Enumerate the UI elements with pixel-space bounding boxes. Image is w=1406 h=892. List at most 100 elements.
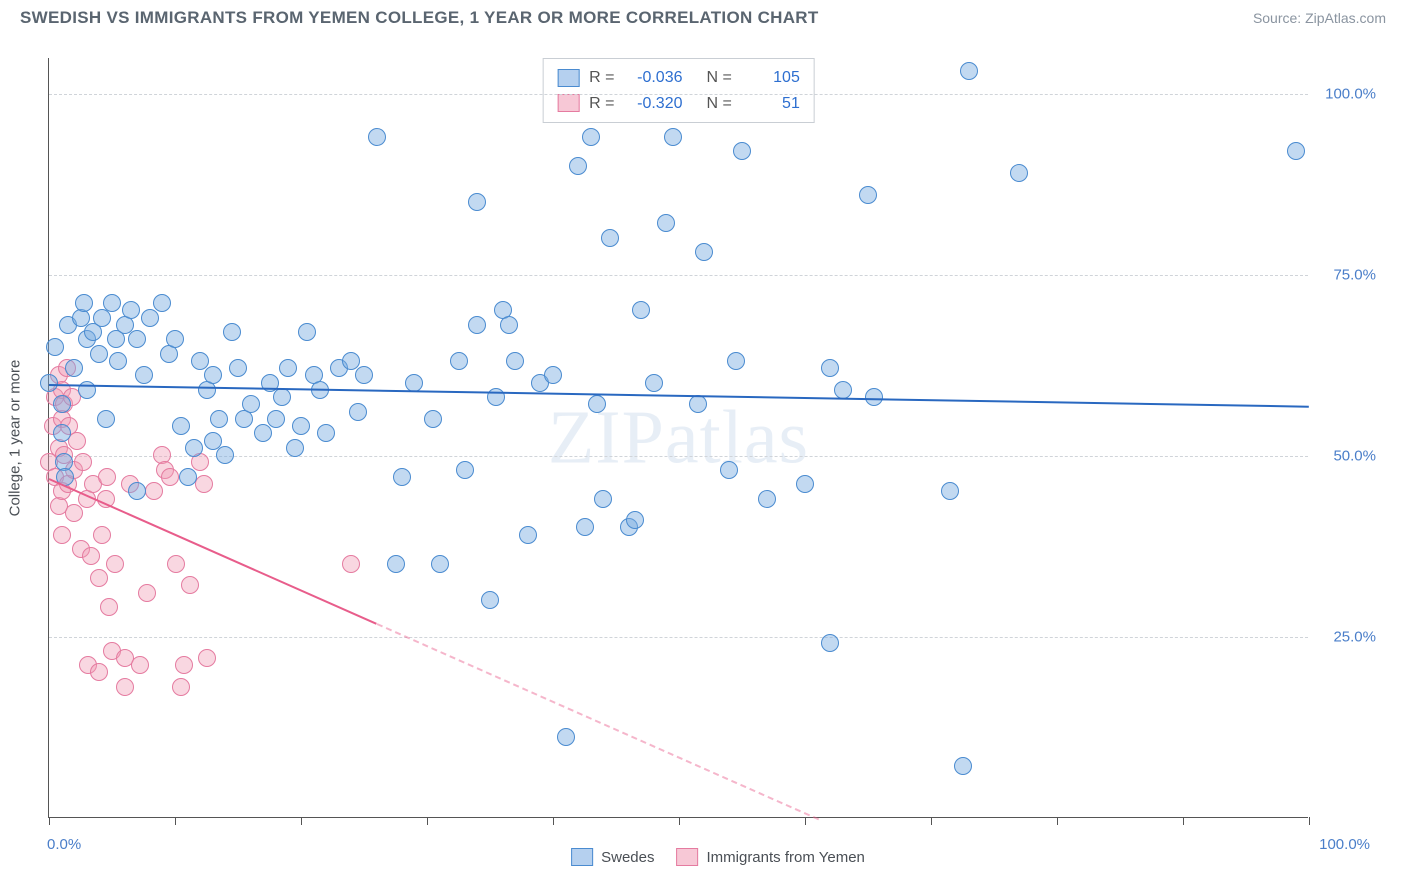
data-point-pink (98, 468, 116, 486)
chart-area: ZIPatlas College, 1 year or more R = -0.… (48, 58, 1388, 828)
swatch-pink-icon (557, 94, 579, 112)
trend-line (49, 384, 1309, 408)
data-point-pink (74, 453, 92, 471)
data-point-blue (172, 417, 190, 435)
data-point-blue (122, 301, 140, 319)
data-point-blue (601, 229, 619, 247)
data-point-pink (116, 678, 134, 696)
data-point-blue (424, 410, 442, 428)
data-point-pink (90, 569, 108, 587)
data-point-blue (185, 439, 203, 457)
data-point-blue (368, 128, 386, 146)
y-tick-label: 25.0% (1333, 629, 1376, 646)
data-point-blue (960, 62, 978, 80)
x-axis-label-right: 100.0% (1319, 836, 1370, 853)
data-point-pink (100, 598, 118, 616)
data-point-pink (172, 678, 190, 696)
data-point-blue (90, 345, 108, 363)
trend-line (376, 623, 818, 820)
data-point-blue (954, 757, 972, 775)
data-point-blue (141, 309, 159, 327)
data-point-blue (695, 243, 713, 261)
data-point-pink (145, 482, 163, 500)
scatter-plot: ZIPatlas College, 1 year or more R = -0.… (48, 58, 1308, 818)
data-point-blue (349, 403, 367, 421)
series-legend: Swedes Immigrants from Yemen (571, 848, 865, 866)
data-point-blue (317, 424, 335, 442)
data-point-blue (273, 388, 291, 406)
data-point-pink (138, 584, 156, 602)
data-point-blue (166, 330, 184, 348)
data-point-blue (506, 352, 524, 370)
data-point-blue (65, 359, 83, 377)
data-point-blue (1287, 142, 1305, 160)
x-tick (301, 817, 302, 825)
data-point-blue (544, 366, 562, 384)
data-point-blue (569, 157, 587, 175)
swatch-pink-icon (676, 848, 698, 866)
watermark-text: ZIPatlas (548, 394, 809, 481)
data-point-blue (720, 461, 738, 479)
chart-title: SWEDISH VS IMMIGRANTS FROM YEMEN COLLEGE… (20, 8, 819, 28)
data-point-blue (941, 482, 959, 500)
data-point-blue (450, 352, 468, 370)
data-point-blue (355, 366, 373, 384)
data-point-blue (576, 518, 594, 536)
data-point-pink (161, 468, 179, 486)
data-point-pink (65, 504, 83, 522)
data-point-blue (223, 323, 241, 341)
stats-row-swedes: R = -0.036 N = 105 (557, 65, 800, 91)
data-point-pink (342, 555, 360, 573)
gridline (49, 275, 1308, 276)
stat-n-label: N = (707, 65, 732, 91)
data-point-blue (204, 366, 222, 384)
x-tick (553, 817, 554, 825)
data-point-blue (97, 410, 115, 428)
gridline (49, 637, 1308, 638)
data-point-pink (198, 649, 216, 667)
x-tick (679, 817, 680, 825)
data-point-blue (46, 338, 64, 356)
data-point-blue (632, 301, 650, 319)
data-point-pink (93, 526, 111, 544)
data-point-pink (53, 526, 71, 544)
data-point-blue (689, 395, 707, 413)
data-point-blue (582, 128, 600, 146)
data-point-blue (456, 461, 474, 479)
x-tick (805, 817, 806, 825)
data-point-blue (821, 359, 839, 377)
data-point-blue (75, 294, 93, 312)
gridline (49, 456, 1308, 457)
data-point-pink (167, 555, 185, 573)
data-point-blue (109, 352, 127, 370)
data-point-pink (131, 656, 149, 674)
stat-n-swedes: 105 (742, 65, 800, 91)
x-tick (1057, 817, 1058, 825)
data-point-pink (82, 547, 100, 565)
data-point-blue (229, 359, 247, 377)
swatch-blue-icon (557, 69, 579, 87)
data-point-blue (481, 591, 499, 609)
data-point-blue (431, 555, 449, 573)
legend-item-yemen: Immigrants from Yemen (676, 848, 864, 866)
data-point-blue (292, 417, 310, 435)
data-point-blue (210, 410, 228, 428)
data-point-blue (657, 214, 675, 232)
data-point-blue (254, 424, 272, 442)
data-point-blue (758, 490, 776, 508)
stat-r-swedes: -0.036 (625, 65, 683, 91)
data-point-blue (387, 555, 405, 573)
data-point-blue (179, 468, 197, 486)
data-point-blue (153, 294, 171, 312)
data-point-pink (106, 555, 124, 573)
source-attribution: Source: ZipAtlas.com (1253, 10, 1386, 26)
data-point-blue (40, 374, 58, 392)
data-point-blue (216, 446, 234, 464)
x-tick (1183, 817, 1184, 825)
x-tick (1309, 817, 1310, 825)
data-point-blue (393, 468, 411, 486)
data-point-blue (286, 439, 304, 457)
data-point-blue (279, 359, 297, 377)
correlation-stats-box: R = -0.036 N = 105 R = -0.320 N = 51 (542, 58, 815, 123)
data-point-pink (195, 475, 213, 493)
